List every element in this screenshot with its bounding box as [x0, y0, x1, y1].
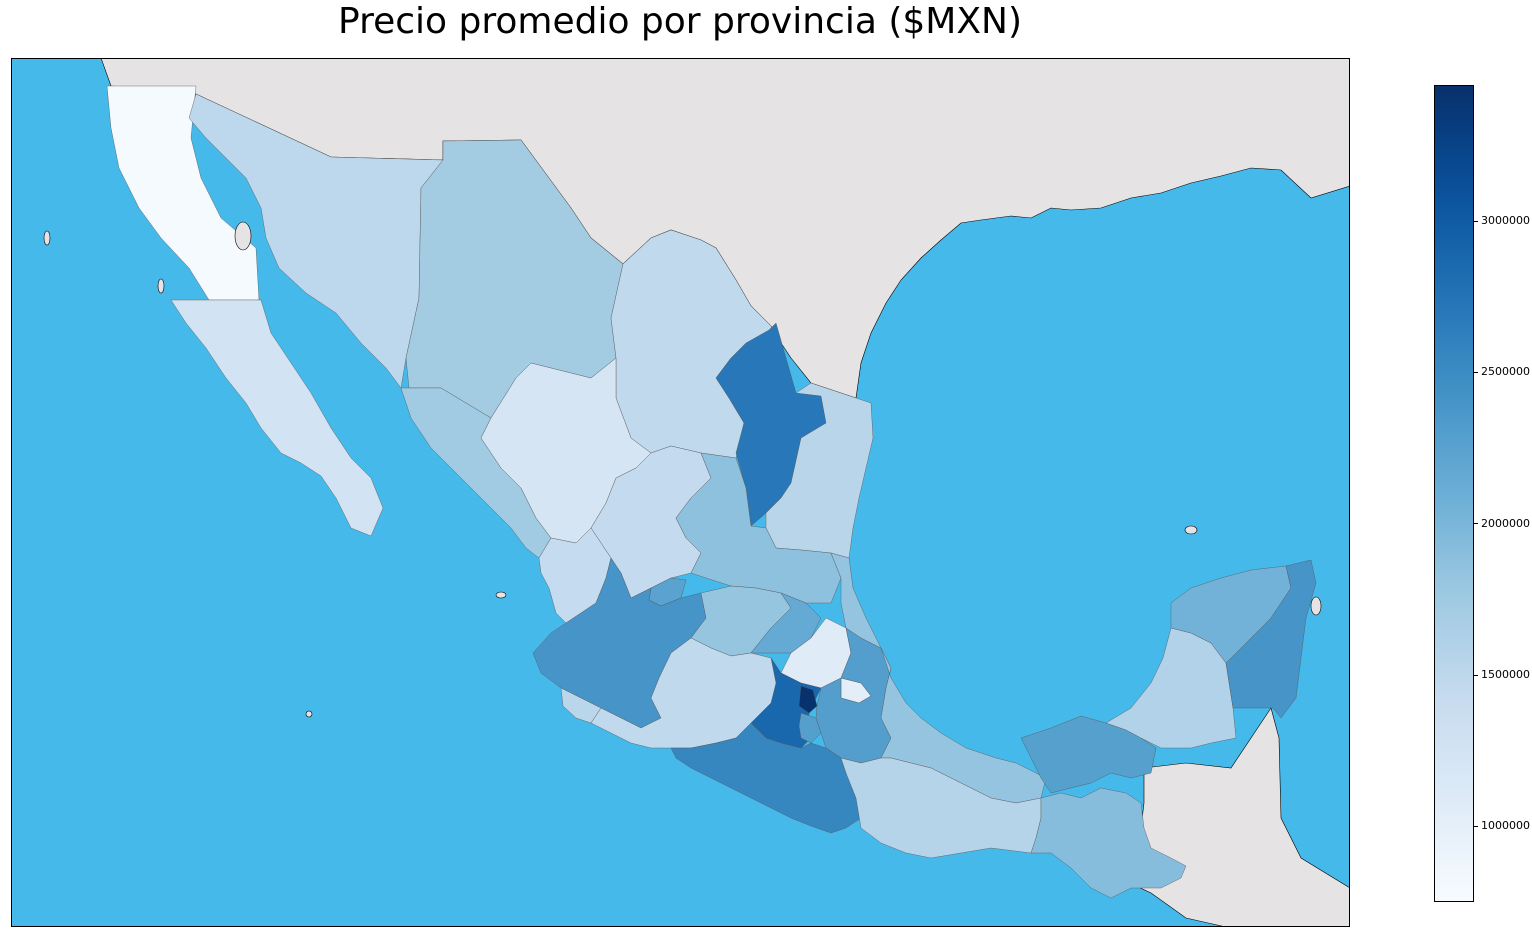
colorbar-tick-text: 2000000 — [1481, 516, 1530, 530]
island-cozumel — [1310, 596, 1322, 616]
colorbar-tick-mark — [1474, 371, 1478, 373]
colorbar-tick-text: 2500000 — [1481, 365, 1530, 379]
map-svg — [11, 58, 1350, 927]
state-baja-california-sur — [170, 299, 384, 537]
map-border — [11, 58, 1350, 927]
island-tiburon — [234, 221, 252, 251]
colorbar — [1434, 85, 1474, 902]
island-socorro — [305, 710, 313, 718]
island-arrecife — [1184, 525, 1198, 535]
map-title: Precio promedio por provincia ($MXN) — [338, 1, 1022, 42]
state-chiapas — [1030, 787, 1187, 899]
island-guadalupe — [43, 230, 51, 246]
island-islas-marias — [495, 591, 507, 599]
map-panel — [11, 58, 1350, 927]
colorbar-tick-label: 2000000 — [1474, 516, 1532, 530]
colorbar-tick-label: 3000000 — [1474, 215, 1532, 227]
state-ciudad-de-mexico — [798, 685, 818, 714]
colorbar-tick-text: 1500000 — [1481, 668, 1530, 682]
colorbar-tick-text: 1000000 — [1481, 819, 1530, 833]
state-tabasco — [1020, 715, 1157, 794]
colorbar-tick-mark — [1474, 220, 1478, 222]
colorbar-tick-mark — [1474, 674, 1478, 676]
colorbar-tick-label: 1000000 — [1474, 820, 1532, 832]
island-cedros — [157, 278, 165, 294]
colorbar-tick-text: 3000000 — [1481, 214, 1530, 228]
state-quintana-roo — [1225, 559, 1317, 719]
colorbar-tick-label: 1500000 — [1474, 669, 1532, 681]
colorbar-tick-label: 2500000 — [1474, 366, 1532, 378]
colorbar-tick-mark — [1474, 523, 1478, 525]
state-queretaro — [750, 592, 822, 654]
colorbar-tick-mark — [1474, 825, 1478, 827]
